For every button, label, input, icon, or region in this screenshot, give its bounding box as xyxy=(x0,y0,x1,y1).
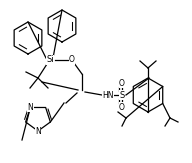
Text: S: S xyxy=(119,90,125,99)
Text: N: N xyxy=(27,103,33,112)
Text: Si: Si xyxy=(46,55,54,65)
Text: HN: HN xyxy=(102,90,114,99)
Text: O: O xyxy=(119,103,125,111)
Text: O: O xyxy=(119,79,125,88)
Text: N: N xyxy=(35,126,41,135)
Text: O: O xyxy=(69,55,75,65)
